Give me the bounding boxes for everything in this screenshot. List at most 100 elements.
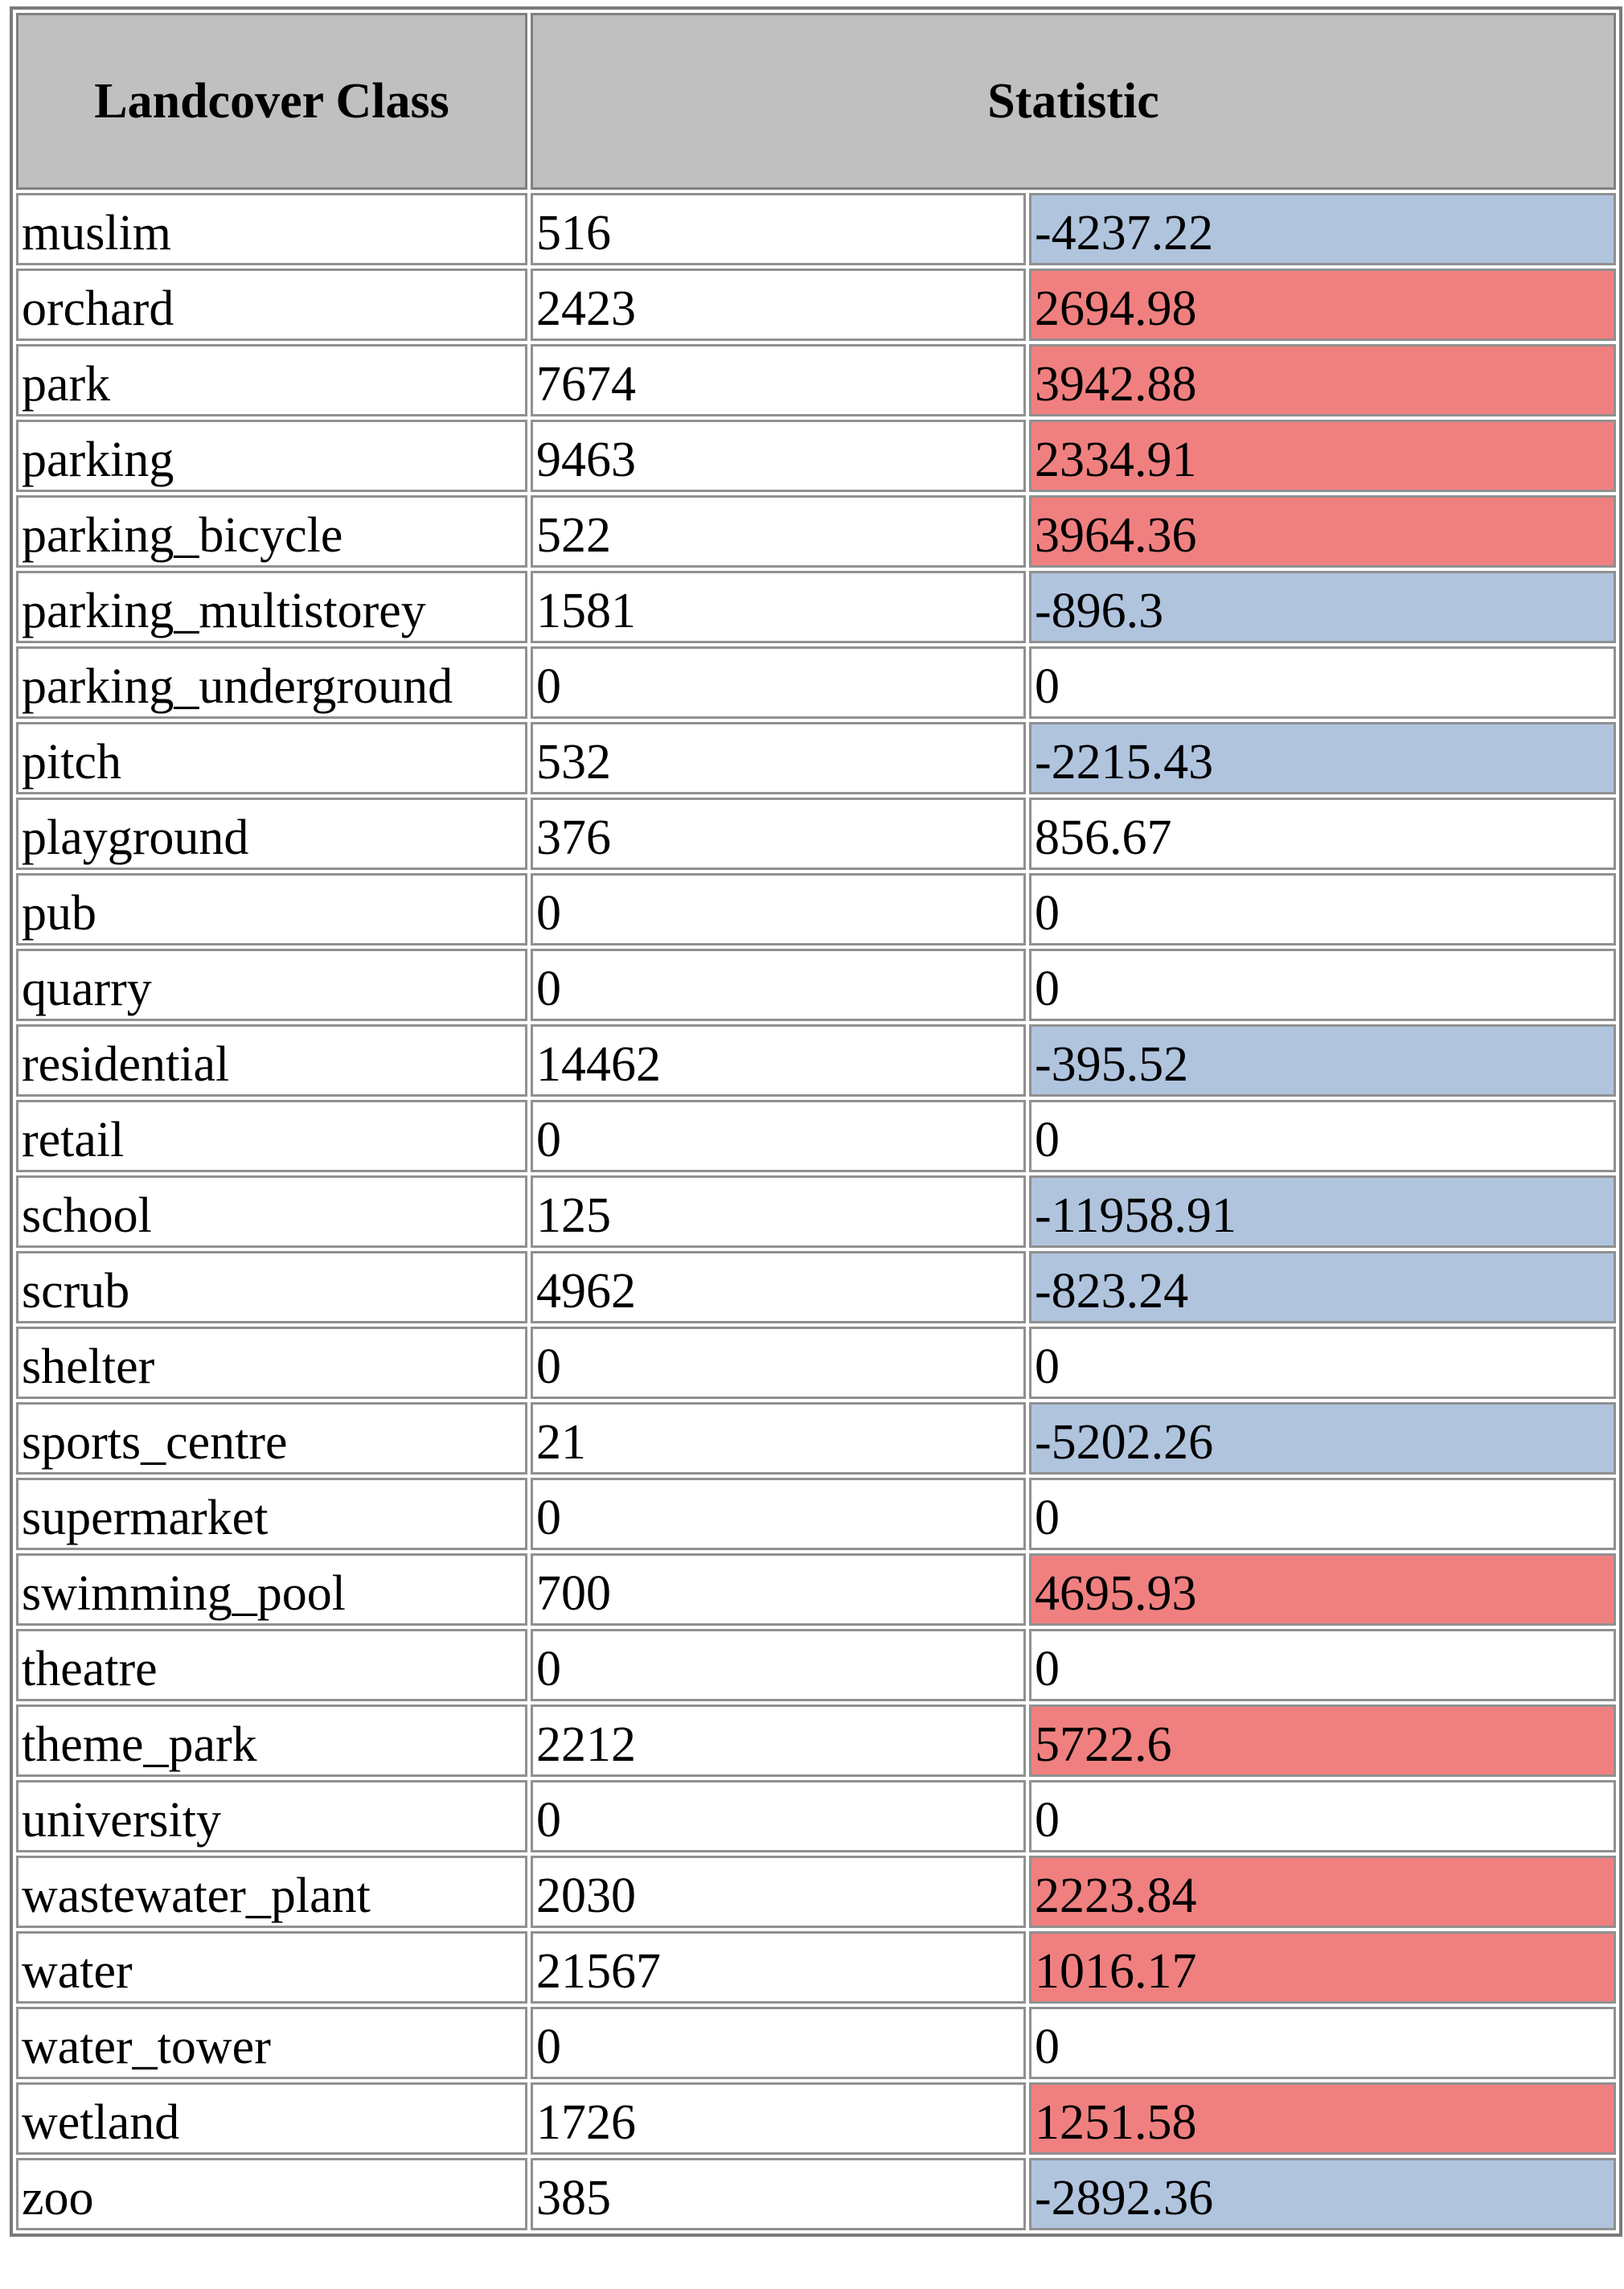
landcover-class-cell: muslim <box>16 193 527 265</box>
statistic-cell: 0 <box>1029 1780 1616 1852</box>
landcover-class-cell: playground <box>16 798 527 870</box>
statistic-cell: 0 <box>1029 1629 1616 1701</box>
header-row: Landcover Class Statistic <box>16 13 1616 190</box>
statistic-cell: 0 <box>1029 873 1616 946</box>
table-row: parking_bicycle 522 3964.36 <box>16 495 1616 568</box>
landcover-class-cell: school <box>16 1175 527 1248</box>
statistic-cell: 0 <box>1029 2007 1616 2079</box>
count-cell: 516 <box>531 193 1026 265</box>
table-row: scrub 4962 -823.24 <box>16 1251 1616 1323</box>
landcover-class-cell: scrub <box>16 1251 527 1323</box>
count-cell: 4962 <box>531 1251 1026 1323</box>
landcover-class-cell: wastewater_plant <box>16 1856 527 1928</box>
landcover-class-cell: parking_multistorey <box>16 571 527 643</box>
statistic-cell: 0 <box>1029 646 1616 719</box>
statistic-cell: -823.24 <box>1029 1251 1616 1323</box>
landcover-class-cell: pub <box>16 873 527 946</box>
landcover-class-cell: zoo <box>16 2158 527 2230</box>
count-cell: 0 <box>531 873 1026 946</box>
table-row: park 7674 3942.88 <box>16 344 1616 416</box>
table-row: pitch 532 -2215.43 <box>16 722 1616 794</box>
landcover-class-cell: supermarket <box>16 1478 527 1550</box>
landcover-class-cell: theme_park <box>16 1704 527 1777</box>
landcover-class-cell: quarry <box>16 949 527 1021</box>
table-row: supermarket 0 0 <box>16 1478 1616 1550</box>
count-cell: 532 <box>531 722 1026 794</box>
table-row: theme_park 2212 5722.6 <box>16 1704 1616 1777</box>
count-cell: 9463 <box>531 420 1026 492</box>
landcover-class-cell: parking_bicycle <box>16 495 527 568</box>
landcover-class-cell: water_tower <box>16 2007 527 2079</box>
count-cell: 376 <box>531 798 1026 870</box>
landcover-class-cell: parking <box>16 420 527 492</box>
statistic-cell: 3942.88 <box>1029 344 1616 416</box>
statistic-cell: 1016.17 <box>1029 1931 1616 2004</box>
table-row: wetland 1726 1251.58 <box>16 2082 1616 2155</box>
landcover-class-cell: residential <box>16 1024 527 1097</box>
count-cell: 0 <box>531 2007 1026 2079</box>
landcover-class-cell: park <box>16 344 527 416</box>
table-row: retail 0 0 <box>16 1100 1616 1172</box>
table-row: university 0 0 <box>16 1780 1616 1852</box>
statistic-cell: 1251.58 <box>1029 2082 1616 2155</box>
table-header: Landcover Class Statistic <box>16 13 1616 190</box>
count-cell: 125 <box>531 1175 1026 1248</box>
table-row: pub 0 0 <box>16 873 1616 946</box>
statistic-cell: 856.67 <box>1029 798 1616 870</box>
table-row: orchard 2423 2694.98 <box>16 269 1616 341</box>
table-row: school 125 -11958.91 <box>16 1175 1616 1248</box>
header-statistic: Statistic <box>531 13 1616 190</box>
landcover-class-cell: wetland <box>16 2082 527 2155</box>
table-row: muslim 516 -4237.22 <box>16 193 1616 265</box>
statistic-cell: 2694.98 <box>1029 269 1616 341</box>
landcover-class-cell: sports_centre <box>16 1402 527 1475</box>
statistic-cell: 0 <box>1029 1100 1616 1172</box>
table-row: theatre 0 0 <box>16 1629 1616 1701</box>
count-cell: 0 <box>531 1100 1026 1172</box>
landcover-class-cell: retail <box>16 1100 527 1172</box>
statistic-cell: -395.52 <box>1029 1024 1616 1097</box>
count-cell: 385 <box>531 2158 1026 2230</box>
table-row: playground 376 856.67 <box>16 798 1616 870</box>
statistic-cell: -896.3 <box>1029 571 1616 643</box>
count-cell: 21567 <box>531 1931 1026 2004</box>
table-row: parking_underground 0 0 <box>16 646 1616 719</box>
table-row: water_tower 0 0 <box>16 2007 1616 2079</box>
count-cell: 0 <box>531 1478 1026 1550</box>
table-row: sports_centre 21 -5202.26 <box>16 1402 1616 1475</box>
landcover-class-cell: orchard <box>16 269 527 341</box>
count-cell: 0 <box>531 646 1026 719</box>
statistic-cell: 0 <box>1029 1327 1616 1399</box>
statistic-cell: 2223.84 <box>1029 1856 1616 1928</box>
statistic-cell: -2215.43 <box>1029 722 1616 794</box>
table-row: swimming_pool 700 4695.93 <box>16 1553 1616 1626</box>
statistic-cell: 5722.6 <box>1029 1704 1616 1777</box>
table-row: quarry 0 0 <box>16 949 1616 1021</box>
statistic-cell: 0 <box>1029 949 1616 1021</box>
table-row: wastewater_plant 2030 2223.84 <box>16 1856 1616 1928</box>
count-cell: 700 <box>531 1553 1026 1626</box>
statistic-cell: 2334.91 <box>1029 420 1616 492</box>
landcover-statistics-table: Landcover Class Statistic muslim 516 -4237… <box>10 6 1622 2237</box>
statistic-cell: -2892.36 <box>1029 2158 1616 2230</box>
table-body: muslim 516 -4237.22 orchard 2423 2694.98 park 7… <box>16 193 1616 2230</box>
table-row: water 21567 1016.17 <box>16 1931 1616 2004</box>
table-row: zoo 385 -2892.36 <box>16 2158 1616 2230</box>
landcover-class-cell: shelter <box>16 1327 527 1399</box>
landcover-class-cell: water <box>16 1931 527 2004</box>
count-cell: 522 <box>531 495 1026 568</box>
statistic-cell: 3964.36 <box>1029 495 1616 568</box>
statistic-cell: -5202.26 <box>1029 1402 1616 1475</box>
count-cell: 14462 <box>531 1024 1026 1097</box>
landcover-class-cell: theatre <box>16 1629 527 1701</box>
count-cell: 2423 <box>531 269 1026 341</box>
landcover-class-cell: pitch <box>16 722 527 794</box>
count-cell: 2030 <box>531 1856 1026 1928</box>
count-cell: 0 <box>531 1629 1026 1701</box>
table-row: shelter 0 0 <box>16 1327 1616 1399</box>
table-row: residential 14462 -395.52 <box>16 1024 1616 1097</box>
statistic-cell: -11958.91 <box>1029 1175 1616 1248</box>
count-cell: 7674 <box>531 344 1026 416</box>
count-cell: 2212 <box>531 1704 1026 1777</box>
landcover-class-cell: university <box>16 1780 527 1852</box>
